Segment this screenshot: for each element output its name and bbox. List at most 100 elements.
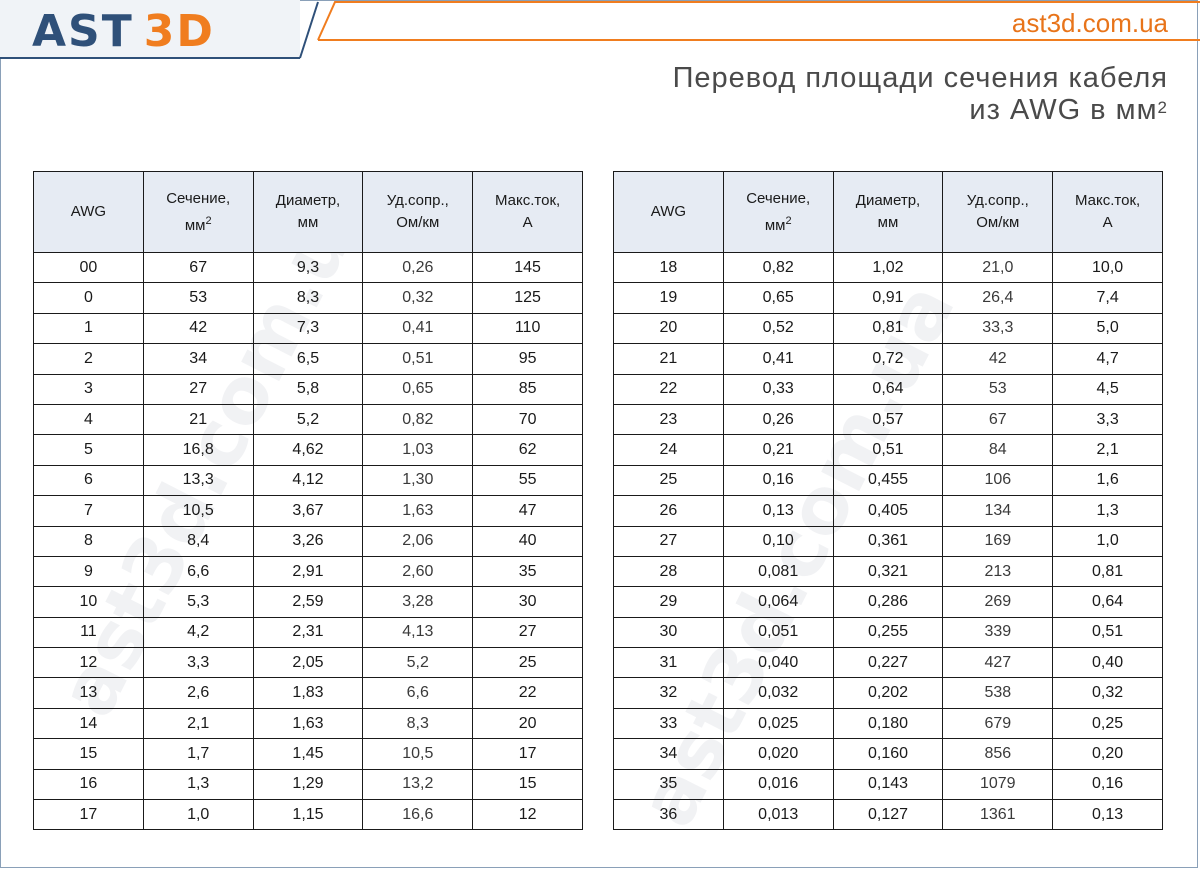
col-resistance: Уд.сопр., Ом/км (362, 171, 474, 253)
cell-diameter: 0,321 (832, 555, 944, 588)
cell-resistance: 0,82 (362, 403, 474, 436)
cell-awg: 23 (613, 403, 724, 436)
cell-section: 0,016 (722, 768, 834, 801)
cell-awg: 26 (613, 495, 724, 527)
cell-current: 85 (472, 373, 583, 405)
cell-current: 1,0 (1052, 525, 1163, 557)
cell-awg: 00 (33, 251, 144, 284)
cell-awg: 24 (613, 434, 724, 466)
cell-section: 0,064 (722, 586, 834, 618)
cell-current: 0,32 (1052, 677, 1163, 709)
cell-diameter: 3,26 (252, 525, 364, 557)
cell-resistance: 6,6 (362, 677, 474, 709)
cell-diameter: 0,127 (832, 799, 944, 831)
title-line-1: Перевод площади сечения кабеля (672, 62, 1168, 94)
cell-current: 125 (472, 282, 583, 314)
cell-diameter: 1,63 (252, 707, 364, 740)
cell-section: 1,0 (142, 799, 254, 831)
cell-resistance: 106 (942, 464, 1054, 497)
table-row: 31 0,040 0,227 427 0,40 (613, 647, 1163, 679)
cell-section: 0,21 (722, 434, 834, 466)
cell-awg: 15 (33, 738, 144, 770)
cell-diameter: 5,8 (252, 373, 364, 405)
cell-section: 34 (142, 343, 254, 375)
cell-diameter: 0,81 (832, 312, 944, 345)
site-url: ast3d.com.ua (1011, 8, 1168, 38)
cell-resistance: 0,41 (362, 312, 474, 345)
cell-resistance: 84 (942, 434, 1054, 466)
cell-diameter: 2,59 (252, 586, 364, 618)
cell-resistance: 53 (942, 373, 1054, 405)
table-row: 14 2,1 1,63 8,3 20 (33, 707, 583, 740)
cell-awg: 1 (33, 312, 144, 345)
col-awg: AWG (613, 171, 724, 253)
page-title: Перевод площади сечения кабеля из AWG в … (673, 62, 1168, 126)
cell-current: 110 (472, 312, 583, 345)
cell-current: 12 (472, 799, 583, 831)
cell-resistance: 5,2 (362, 647, 474, 679)
table-row: 6 13,3 4,12 1,30 55 (33, 464, 583, 497)
cell-awg: 31 (613, 647, 724, 679)
cell-section: 5,3 (142, 586, 254, 618)
cell-diameter: 9,3 (252, 251, 364, 284)
table-row: 0 53 8,3 0,32 125 (33, 282, 583, 314)
table-row: 2 34 6,5 0,51 95 (33, 343, 583, 375)
cell-current: 55 (472, 464, 583, 497)
cell-current: 0,51 (1052, 616, 1163, 649)
cell-section: 0,41 (722, 343, 834, 375)
col-section: Сечение, мм2 (142, 171, 254, 253)
cell-section: 0,82 (722, 251, 834, 284)
cell-current: 47 (472, 495, 583, 527)
cell-resistance: 33,3 (942, 312, 1054, 345)
cell-current: 2,1 (1052, 434, 1163, 466)
table-row: 21 0,41 0,72 42 4,7 (613, 343, 1163, 375)
cell-diameter: 2,91 (252, 555, 364, 588)
cell-diameter: 7,3 (252, 312, 364, 345)
cell-current: 0,64 (1052, 586, 1163, 618)
cell-current: 145 (472, 251, 583, 284)
table-row: 15 1,7 1,45 10,5 17 (33, 738, 583, 770)
logo: AST 3D (32, 6, 215, 57)
cell-awg: 12 (33, 647, 144, 679)
cell-awg: 13 (33, 677, 144, 709)
cell-section: 0,13 (722, 495, 834, 527)
cell-section: 6,6 (142, 555, 254, 588)
cell-awg: 28 (613, 555, 724, 588)
table-row: 23 0,26 0,57 67 3,3 (613, 403, 1163, 436)
cell-section: 42 (142, 312, 254, 345)
cell-diameter: 2,31 (252, 616, 364, 649)
cell-diameter: 0,57 (832, 403, 944, 436)
table-row: 3 27 5,8 0,65 85 (33, 373, 583, 405)
cell-section: 2,1 (142, 707, 254, 740)
cell-resistance: 1079 (942, 768, 1054, 801)
cell-awg: 7 (33, 495, 144, 527)
cell-diameter: 0,361 (832, 525, 944, 557)
cell-awg: 0 (33, 282, 144, 314)
cell-awg: 35 (613, 768, 724, 801)
cell-awg: 17 (33, 799, 144, 831)
cell-resistance: 1,03 (362, 434, 474, 466)
cell-section: 4,2 (142, 616, 254, 649)
cell-current: 0,16 (1052, 768, 1163, 801)
table-row: 00 67 9,3 0,26 145 (33, 251, 583, 284)
cell-section: 0,032 (722, 677, 834, 709)
cell-resistance: 2,60 (362, 555, 474, 588)
cell-resistance: 0,51 (362, 343, 474, 375)
cell-section: 0,26 (722, 403, 834, 436)
cell-diameter: 0,64 (832, 373, 944, 405)
cell-current: 30 (472, 586, 583, 618)
table-row: 30 0,051 0,255 339 0,51 (613, 616, 1163, 649)
cell-section: 0,013 (722, 799, 834, 831)
cell-current: 27 (472, 616, 583, 649)
cell-section: 27 (142, 373, 254, 405)
cell-awg: 4 (33, 403, 144, 436)
table-row: 24 0,21 0,51 84 2,1 (613, 434, 1163, 466)
cell-section: 1,3 (142, 768, 254, 801)
cell-diameter: 4,62 (252, 434, 364, 466)
cell-resistance: 13,2 (362, 768, 474, 801)
table-row: 34 0,020 0,160 856 0,20 (613, 738, 1163, 770)
table-header-row: AWG Сечение, мм2 Диаметр, мм Уд.сопр., Ом/к… (33, 171, 583, 253)
table-row: 5 16,8 4,62 1,03 62 (33, 434, 583, 466)
cell-current: 1,3 (1052, 495, 1163, 527)
